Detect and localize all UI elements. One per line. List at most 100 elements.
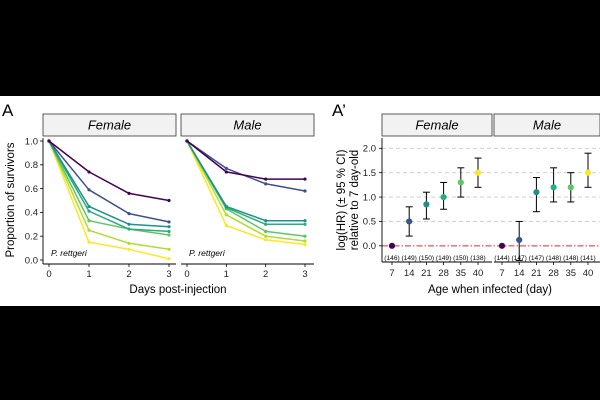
survival-line-female-40 <box>48 140 170 251</box>
survival-point <box>167 198 171 203</box>
survival-point <box>224 213 228 217</box>
y-axis-title-a: Proportion of survivors <box>5 142 17 257</box>
survival-point <box>47 139 51 143</box>
survival-point <box>167 247 171 251</box>
hr-point-female-14 <box>406 218 413 225</box>
x-tick-label-b: 35 <box>456 268 467 279</box>
survival-point <box>224 204 228 209</box>
survival-line-male-40 <box>186 140 306 242</box>
survival-point <box>87 219 91 223</box>
strip-male-a <box>180 113 315 137</box>
hazard-ratio-chart: A’ Female Male 0.0 0.5 1.0 1.5 2.0 7 14 21 28 35… <box>332 101 600 296</box>
sample-size-label: (138) <box>470 255 485 262</box>
y-tick-label-a: 1.0 <box>25 136 38 147</box>
sample-size-label: (141) <box>580 255 595 262</box>
sample-size-label: (146) <box>384 255 399 262</box>
y-tick-label-a: 0.4 <box>25 208 38 219</box>
survival-point <box>167 229 171 234</box>
hr-point-male-14 <box>516 236 523 244</box>
panel-a-label: A <box>2 101 14 120</box>
survival-point <box>303 222 307 226</box>
sample-size-label: (148) <box>563 255 578 262</box>
strip-male-b <box>493 113 600 137</box>
x-tick-label-a: 1 <box>86 269 91 280</box>
survival-point <box>127 241 131 245</box>
survival-point <box>264 238 268 242</box>
survival-point <box>167 233 171 237</box>
survival-point <box>87 228 91 232</box>
survival-point <box>264 234 268 238</box>
y-tick-label-a: 0.0 <box>25 255 38 266</box>
survival-point <box>303 177 307 181</box>
sample-size-label: (150) <box>453 255 468 262</box>
x-tick-label-b: 21 <box>421 268 432 279</box>
survival-point <box>87 170 91 174</box>
hr-point-male-21 <box>533 189 540 196</box>
strip-female-a <box>42 113 177 137</box>
hr-point-female-40 <box>474 169 482 176</box>
survival-point <box>127 247 131 251</box>
survival-point <box>264 182 268 186</box>
survival-point <box>167 220 171 224</box>
survival-point <box>303 219 307 223</box>
survival-line-female-7 <box>48 140 170 202</box>
x-tick-label-a: 3 <box>302 269 307 280</box>
y-tick-label-b: 1.0 <box>363 192 376 203</box>
x-tick-label-a: 0 <box>46 269 51 280</box>
x-tick-label-a: 2 <box>263 269 268 280</box>
survival-point <box>303 189 307 193</box>
hr-point-female-28 <box>440 193 447 201</box>
survival-line-female-21 <box>48 140 170 228</box>
hr-point-female-21 <box>423 201 430 208</box>
y-tick-label-b: 1.5 <box>363 168 376 179</box>
x-tick-label-b: 7 <box>389 268 394 279</box>
strip-female-b-label: Female <box>415 118 458 133</box>
y-axis-title-b-line2: relative to 7 day-old <box>349 150 361 250</box>
x-tick-label-b: 21 <box>531 268 542 279</box>
survival-line-female-35 <box>48 140 170 236</box>
survival-point <box>303 234 307 238</box>
survival-point <box>127 211 131 216</box>
survival-point <box>87 209 91 213</box>
y-tick-label-a: 0.6 <box>25 184 38 195</box>
survival-point <box>87 188 91 192</box>
x-tick-label-b: 28 <box>548 268 559 279</box>
x-tick-label-b: 40 <box>583 268 594 279</box>
x-tick-label-b: 14 <box>514 268 525 279</box>
y-tick-label-a: 0.8 <box>25 160 38 171</box>
strip-male-a-label: Male <box>233 118 261 133</box>
annotation-male: P. rettgeri <box>189 248 226 258</box>
survival-line-female-14 <box>48 140 170 223</box>
survival-line-male-7 <box>186 140 305 180</box>
hr-point-male-28 <box>550 184 557 191</box>
y-axis-title-b-line1: log(HR) (± 95 % CI) <box>336 149 348 250</box>
survival-point <box>264 229 268 234</box>
hr-point-male-7 <box>498 242 506 249</box>
sample-size-label: (148) <box>546 255 561 262</box>
x-axis-title-a: Days post-injection <box>129 284 226 296</box>
survival-point <box>127 222 131 226</box>
sample-size-label: (147) <box>511 255 526 262</box>
survival-line-female-40+ <box>48 140 170 260</box>
survival-point <box>127 227 131 231</box>
sample-size-label: (147) <box>529 255 544 262</box>
x-tick-label-b: 35 <box>566 268 577 279</box>
x-tick-label-a: 0 <box>184 269 189 280</box>
panel-b-label: A’ <box>332 101 346 120</box>
survival-point <box>303 242 307 247</box>
survival-point <box>303 239 307 243</box>
x-tick-label-a: 1 <box>224 269 229 280</box>
survival-point <box>127 191 131 195</box>
sample-size-label: (149) <box>401 255 416 262</box>
survival-point <box>264 219 268 223</box>
sample-size-label: (144) <box>494 255 509 262</box>
x-tick-label-a: 2 <box>126 269 131 280</box>
y-tick-label-a: 0.2 <box>25 232 38 243</box>
y-tick-label-b: 2.0 <box>363 144 376 155</box>
survival-line-female-28 <box>48 140 170 233</box>
survival-point <box>87 204 91 209</box>
survival-point <box>224 166 228 170</box>
survival-point <box>167 225 171 229</box>
strip-male-b-label: Male <box>533 118 561 133</box>
survival-line-male-40+ <box>186 140 306 246</box>
